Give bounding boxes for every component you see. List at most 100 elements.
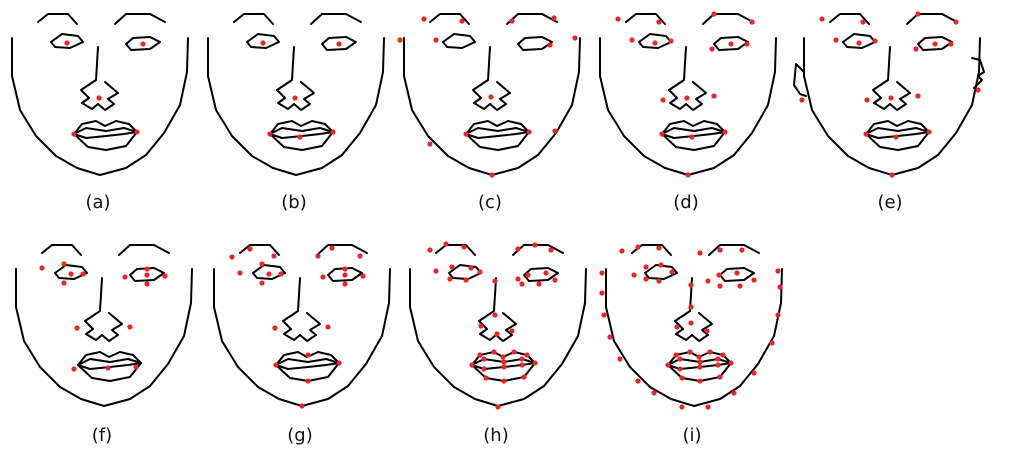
upper-lip xyxy=(73,120,138,135)
landmark-point xyxy=(864,97,870,103)
face-outline xyxy=(207,37,385,176)
right-eye xyxy=(327,267,363,282)
nose-right xyxy=(293,81,315,111)
landmark-point xyxy=(679,375,685,381)
landmark-point xyxy=(547,42,553,48)
landmark-point xyxy=(915,93,921,99)
landmark-point xyxy=(737,283,743,289)
landmark-point xyxy=(652,40,658,46)
landmark-point xyxy=(677,356,683,362)
landmark-point xyxy=(342,266,348,272)
landmark-point xyxy=(80,271,86,277)
nose-right xyxy=(685,81,707,111)
landmark-point xyxy=(777,284,783,290)
landmark-point xyxy=(744,41,750,47)
landmark-point xyxy=(668,38,674,44)
landmark-point xyxy=(685,172,691,178)
nose-right xyxy=(495,312,517,342)
landmark-point xyxy=(511,349,517,355)
right-eyebrow xyxy=(316,244,368,256)
left-eye xyxy=(442,33,476,49)
upper-lip xyxy=(865,120,930,135)
landmark-point xyxy=(526,129,532,135)
landmark-point xyxy=(495,404,501,410)
left-eyebrow xyxy=(429,13,470,25)
landmark-point xyxy=(237,270,243,276)
right-eyebrow xyxy=(114,13,166,25)
face-outline xyxy=(605,268,783,407)
landmark-point xyxy=(260,40,266,46)
nose-right xyxy=(97,81,119,111)
landmark-point xyxy=(932,41,938,47)
nose-right xyxy=(101,312,123,342)
landmark-point xyxy=(659,131,665,137)
landmark-point xyxy=(297,134,303,140)
face-drawing xyxy=(793,11,985,178)
landmark-point xyxy=(705,404,711,410)
landmark-point xyxy=(61,280,67,286)
landmark-point xyxy=(266,271,272,277)
landmark-point xyxy=(697,378,703,384)
landmark-point xyxy=(229,254,235,260)
landmark-point xyxy=(552,128,558,134)
landmark-point xyxy=(717,283,723,289)
landmark-point xyxy=(267,131,273,137)
landmark-point xyxy=(660,97,666,103)
landmark-point xyxy=(629,37,635,43)
upper-lip xyxy=(269,120,334,135)
landmark-point xyxy=(697,364,703,370)
right-eyebrow xyxy=(506,13,558,25)
left-eyebrow xyxy=(239,244,280,256)
landmark-point xyxy=(468,265,474,271)
left-eyebrow xyxy=(625,13,666,25)
landmark-point xyxy=(74,325,80,331)
landmark-point xyxy=(463,277,469,283)
left-eyebrow xyxy=(41,244,82,256)
landmark-point xyxy=(443,241,449,247)
landmark-point xyxy=(601,312,607,318)
landmark-point xyxy=(739,247,745,253)
landmark-point xyxy=(715,356,721,362)
landmark-point xyxy=(524,352,530,358)
landmark-point xyxy=(688,282,694,288)
landmark-point xyxy=(519,356,525,362)
landmark-point xyxy=(127,324,133,330)
landmark-point xyxy=(715,362,721,368)
landmark-point xyxy=(299,403,305,409)
face-drawing xyxy=(15,244,193,407)
landmark-point xyxy=(720,352,726,358)
landmark-point xyxy=(64,40,70,46)
landmark-point xyxy=(463,131,469,137)
landmark-point xyxy=(656,19,662,25)
nose-left xyxy=(282,277,301,341)
panel-caption: (c) xyxy=(478,192,502,213)
landmark-point xyxy=(532,242,538,248)
landmark-point xyxy=(278,271,284,277)
landmark-point xyxy=(525,272,531,278)
landmark-point xyxy=(315,253,321,259)
landmark-point xyxy=(717,247,723,253)
landmark-point xyxy=(673,352,679,358)
landmark-point xyxy=(552,277,558,283)
landmark-point xyxy=(144,281,150,287)
panel-b: (b) xyxy=(196,0,392,230)
panel-e: (e) xyxy=(792,0,988,230)
right-eye xyxy=(719,267,755,282)
panel-caption: (g) xyxy=(287,425,313,446)
left-ear xyxy=(793,63,807,97)
face-drawing xyxy=(599,244,783,410)
landmark-point xyxy=(515,246,521,252)
landmark-point xyxy=(519,281,525,287)
face-outline xyxy=(15,268,193,407)
upper-lip xyxy=(465,120,530,135)
lower-lip xyxy=(73,131,138,151)
landmark-point xyxy=(731,390,737,396)
landmark-point xyxy=(728,41,734,47)
landmark-point xyxy=(342,272,348,278)
face-drawing xyxy=(11,13,189,176)
face-drawing xyxy=(397,13,581,178)
landmark-point xyxy=(769,340,775,346)
landmark-point xyxy=(548,247,554,253)
landmark-point xyxy=(656,245,662,251)
